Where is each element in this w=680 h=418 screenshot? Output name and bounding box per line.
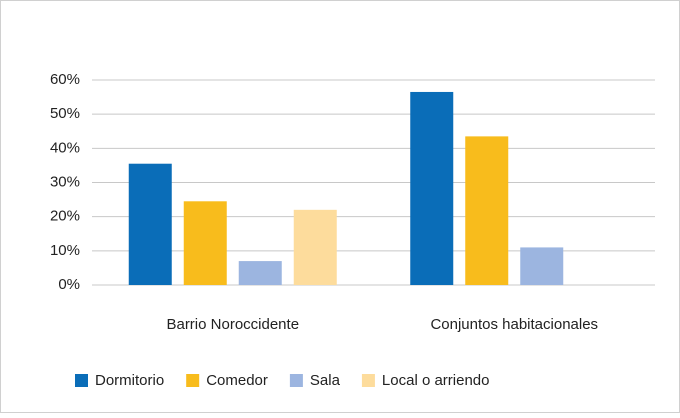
x-tick-label: Conjuntos habitacionales <box>430 316 598 333</box>
bar <box>238 261 282 285</box>
y-tick-label: 10% <box>50 242 80 259</box>
legend-swatch <box>75 374 88 387</box>
legend-swatch <box>361 374 375 387</box>
bar <box>520 247 564 285</box>
x-tick-label: Barrio Noroccidente <box>166 316 299 333</box>
legend-label: Sala <box>310 372 341 389</box>
legend-swatch <box>289 374 303 387</box>
bar <box>465 136 509 285</box>
y-tick-label: 40% <box>50 139 80 156</box>
bar <box>410 91 454 285</box>
bar <box>293 209 337 285</box>
y-tick-label: 50% <box>50 105 80 122</box>
bar <box>183 201 227 285</box>
legend-swatch <box>186 374 200 387</box>
legend-label: Comedor <box>206 372 268 389</box>
y-tick-label: 20% <box>50 208 80 225</box>
y-tick-label: 0% <box>58 276 80 293</box>
legend-label: Dormitorio <box>95 372 164 389</box>
bar <box>128 163 172 285</box>
legend-label: Local o arriendo <box>382 372 490 389</box>
y-tick-label: 60% <box>50 71 80 88</box>
y-tick-label: 30% <box>50 173 80 190</box>
